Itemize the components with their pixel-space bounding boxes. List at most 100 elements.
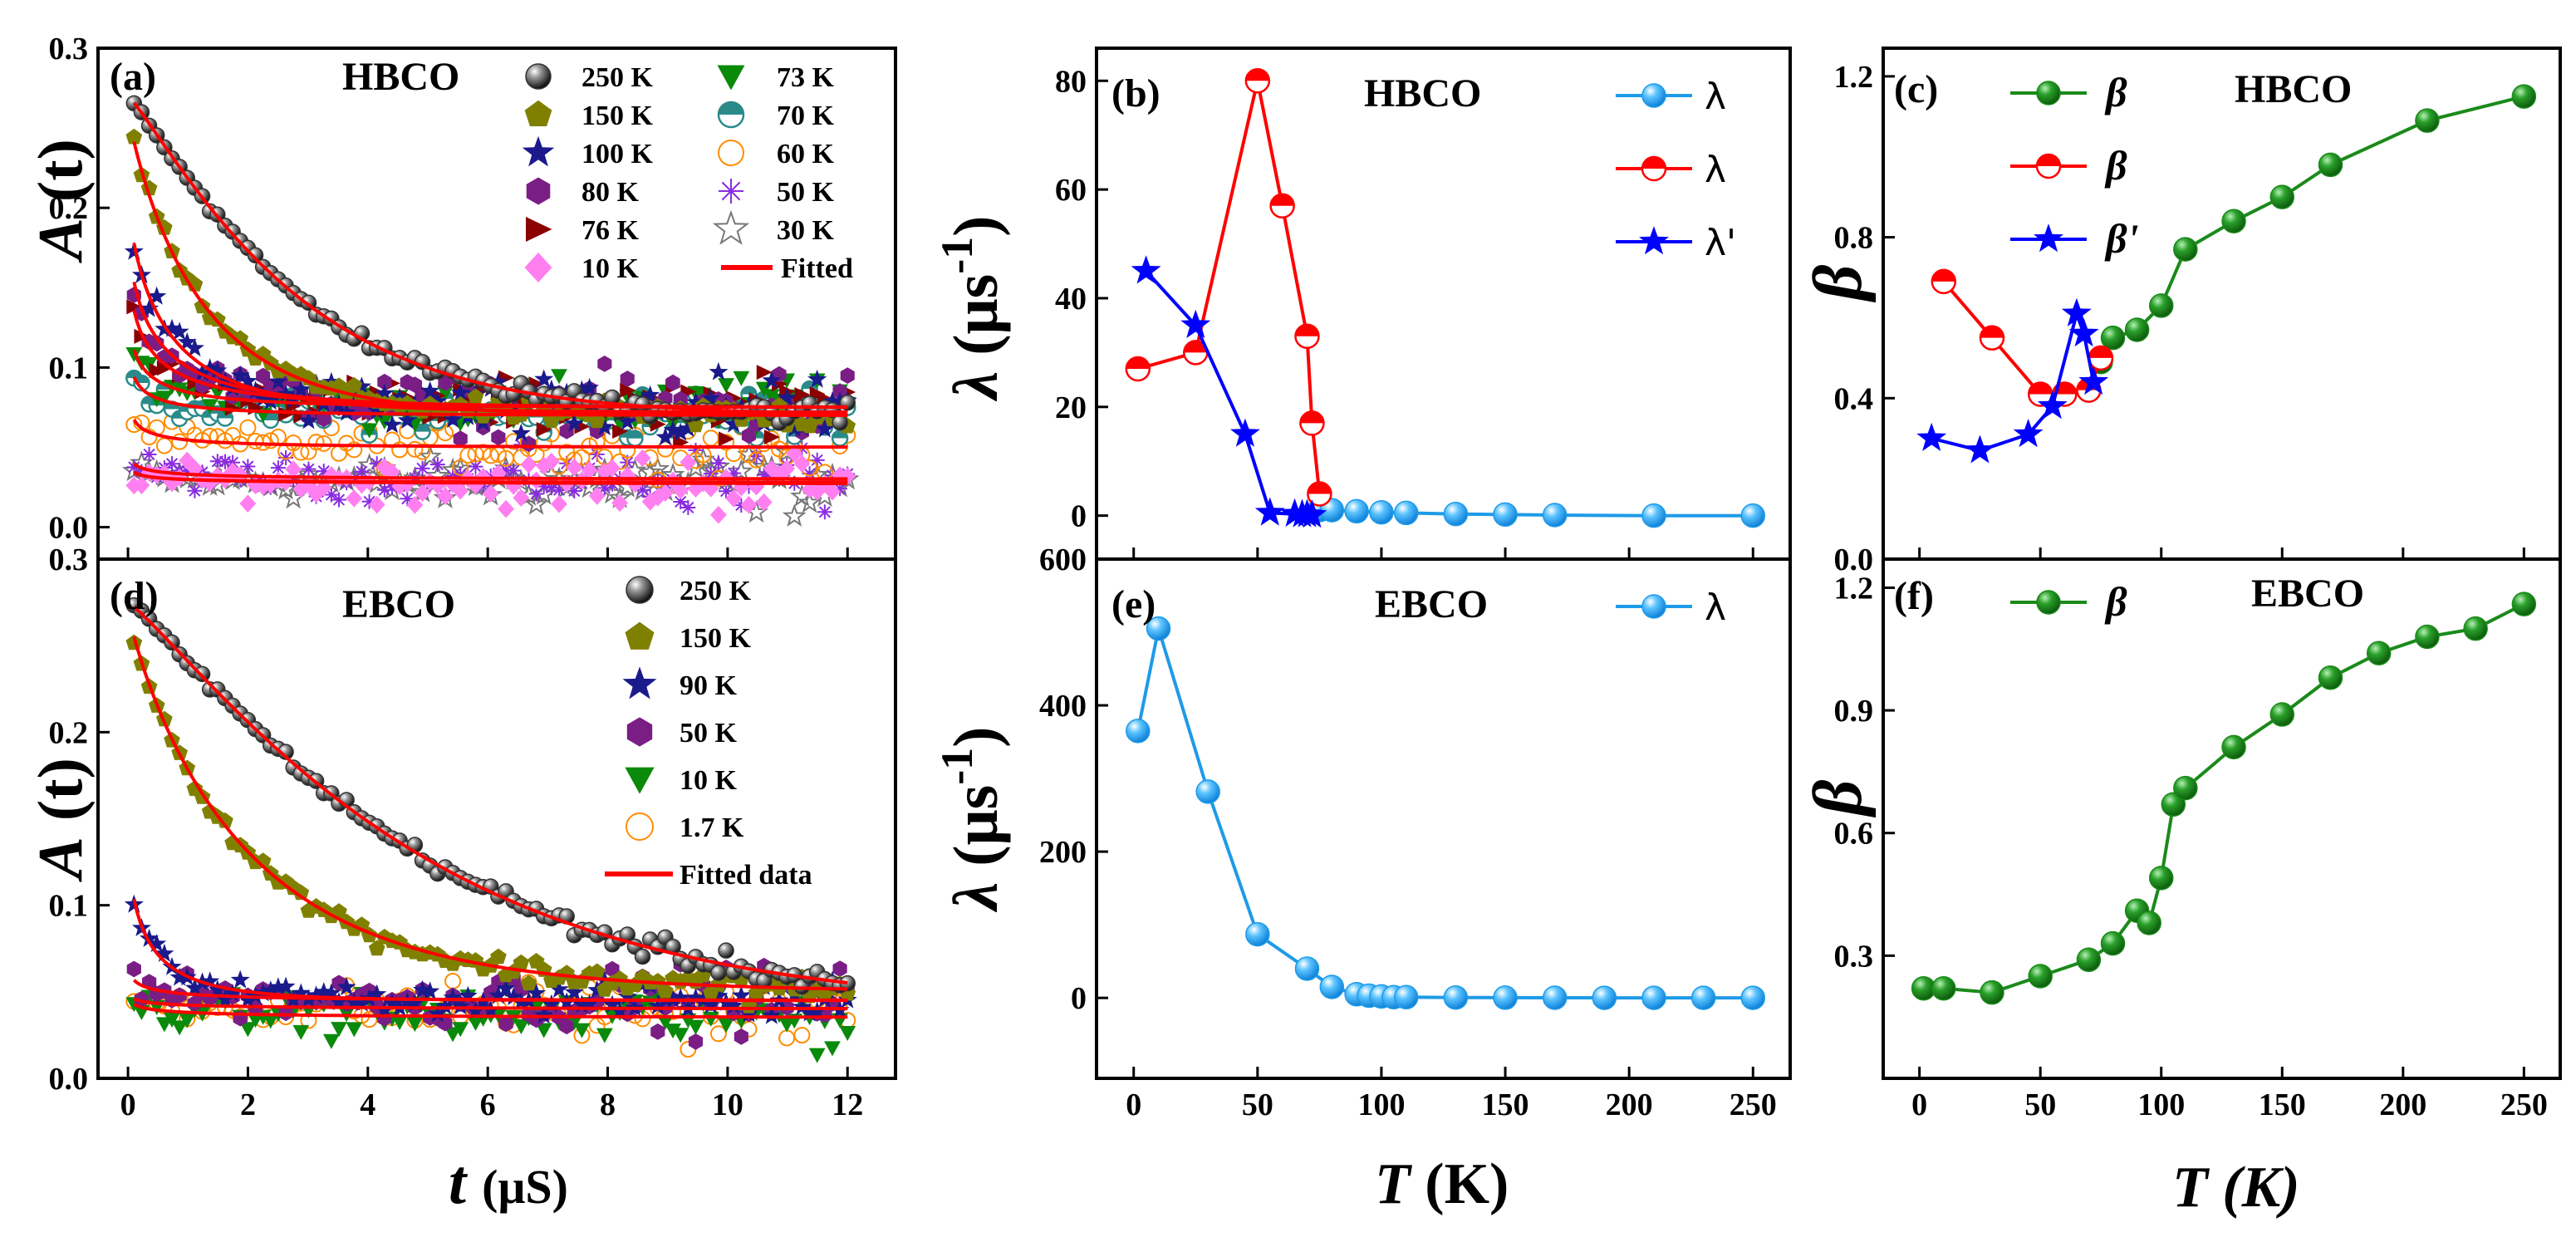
xtick-label-e-4: 200 [1606, 1087, 1653, 1122]
line-c-0 [2099, 95, 2524, 363]
series-f-0 [1911, 592, 2537, 1005]
fit-a-70K [132, 376, 848, 417]
point-a-80K-33 [377, 373, 392, 390]
point-c-2-6 [2078, 366, 2109, 395]
ylabel-e-sup: -1 [932, 748, 982, 785]
point-a-10K-77 [710, 505, 727, 524]
ylabel-b-main: λ [941, 371, 1011, 402]
point-e-0-3 [1245, 921, 1270, 947]
point-a-76K-13 [225, 400, 241, 416]
xtick-label-d-6: 12 [832, 1087, 863, 1122]
point-a-73K-4 [155, 390, 173, 406]
ytick-label-e-2: 400 [1039, 689, 1087, 724]
legend-d-marker-4 [625, 767, 655, 794]
plot-area-a [122, 95, 860, 527]
point-a-100K-62 [595, 417, 615, 436]
frame-c [1882, 47, 2562, 561]
point-d-90K-44 [458, 985, 478, 1004]
point-c-2-0 [1916, 422, 1947, 451]
series-d-250K [125, 596, 856, 995]
legend-a-marker-3 [526, 177, 551, 205]
legend-a-marker-0 [525, 63, 552, 90]
panel-title-f: EBCO [2251, 572, 2364, 616]
point-a-100K-79 [724, 414, 743, 433]
point-a-80K-3 [150, 335, 164, 352]
point-a-80K-37 [407, 376, 422, 393]
point-d-90K-27 [329, 992, 349, 1011]
point-d-250K-67 [634, 948, 651, 965]
point-d-90K-72 [670, 988, 690, 1006]
point-d-90K-49 [496, 978, 516, 997]
point-b-1-6 [1307, 481, 1332, 507]
fit-d-17K [133, 997, 848, 1011]
point-a-30K-53 [524, 492, 549, 515]
point-a-100K-10 [200, 358, 220, 377]
frame-f [1882, 557, 2562, 1080]
point-a-60K-37 [406, 440, 424, 458]
point-a-100K-84 [762, 371, 782, 389]
point-d-10K-35 [391, 1014, 409, 1030]
point-a-100K-33 [375, 383, 395, 402]
line-c-2 [1931, 307, 2096, 453]
plot-area-c [1916, 84, 2537, 464]
point-b-2-3 [1254, 497, 1285, 526]
point-d-90K-53 [527, 983, 547, 1002]
point-a-60K-10 [201, 427, 218, 444]
point-a-100K-58 [564, 414, 584, 432]
xlabel-f: T (K) [2172, 1156, 2300, 1220]
point-f-0-8 [2148, 866, 2174, 891]
point-b-0-4 [1394, 500, 1419, 526]
xlabel-e: T (K) [1375, 1152, 1509, 1216]
point-a-73K-2 [140, 356, 158, 372]
point-f-0-5 [2100, 930, 2126, 956]
point-c-0-7 [2318, 152, 2343, 178]
point-d-90K-43 [450, 996, 470, 1015]
point-a-10K-38 [414, 484, 431, 503]
point-a-100K-76 [701, 388, 721, 407]
point-a-60K-18 [262, 432, 279, 449]
line-f-0 [1923, 602, 2525, 994]
point-b-1-5 [1299, 410, 1325, 436]
point-d-90K-48 [488, 985, 508, 1004]
point-c-2-2 [2013, 419, 2044, 448]
panel-label-e: (e) [1111, 582, 1156, 626]
point-d-17K-86 [778, 1029, 796, 1047]
point-d-90K-32 [367, 984, 387, 1003]
point-a-80K-62 [597, 356, 612, 372]
point-a-10K-63 [604, 459, 621, 478]
point-a-100K-34 [382, 415, 402, 434]
point-a-60K-29 [346, 441, 363, 459]
point-a-100K-86 [777, 388, 797, 406]
point-a-60K-6 [171, 433, 189, 450]
xlabel-e-unit: (K) [1425, 1152, 1509, 1216]
point-a-10K-2 [140, 463, 158, 482]
point-a-100K-7 [177, 331, 197, 351]
point-a-80K-17 [256, 367, 271, 385]
legend-b-marker-2 [1639, 226, 1669, 255]
point-a-73K-56 [551, 369, 567, 385]
point-a-250K-93 [832, 414, 848, 431]
point-a-100K-32 [367, 400, 387, 420]
point-a-150K-45 [467, 388, 484, 405]
point-d-90K-33 [375, 1000, 395, 1019]
point-a-50K-0 [126, 459, 142, 475]
xtick-label-d-0: 0 [120, 1087, 136, 1122]
point-d-90K-22 [291, 983, 311, 1002]
xtick-label-d-2: 4 [360, 1087, 375, 1122]
ytick-label-a-1: 0.1 [49, 351, 89, 385]
point-d-250K-78 [718, 942, 734, 959]
xtick-label-f-1: 50 [2024, 1087, 2056, 1122]
point-d-150K-61 [588, 963, 606, 979]
point-e-0-4 [1294, 956, 1320, 981]
point-a-150K-29 [346, 376, 363, 393]
point-a-10K-79 [725, 489, 743, 508]
point-a-100K-17 [253, 388, 273, 407]
legend-a: 250 K 150 K 100 K 80 K 76 K 10 K 73 K 70 K 60 K 5… [522, 62, 853, 284]
point-d-10K-26 [322, 1033, 340, 1049]
point-a-76K-83 [756, 365, 773, 380]
ylabel-a-main: A [26, 218, 96, 263]
fit-d-10K [133, 1002, 848, 1019]
ticks-d: 0.0 0.1 0.2 0.3 0 2 4 6 8 10 12 [49, 542, 864, 1122]
legend-b: λλ λ' [1616, 76, 1736, 264]
point-d-10K-37 [406, 1017, 424, 1033]
